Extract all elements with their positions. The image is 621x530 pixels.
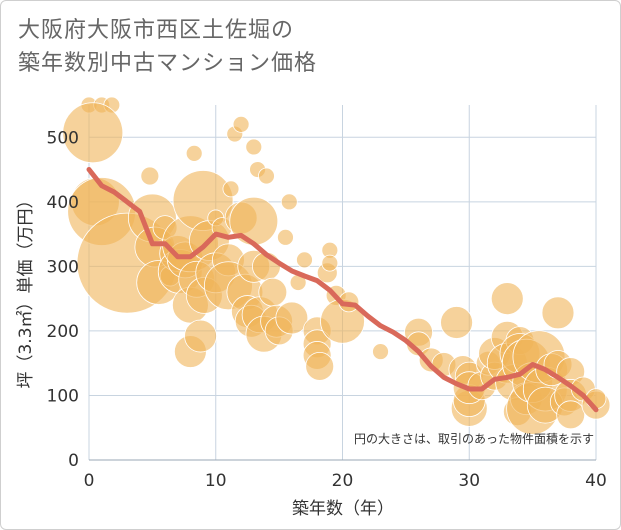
size-note: 円の大きさは、取引のあった物件面積を示す: [354, 431, 594, 446]
data-bubble: [245, 138, 263, 156]
y-tick-label: 200: [47, 322, 79, 342]
x-tick-label: 40: [585, 471, 607, 491]
data-bubble: [275, 301, 309, 335]
data-bubble: [305, 352, 335, 381]
data-bubble: [321, 254, 339, 272]
x-tick-label: 30: [458, 471, 480, 491]
data-bubble: [232, 115, 250, 133]
data-bubble: [556, 400, 586, 430]
data-bubble: [184, 319, 217, 353]
data-bubble: [280, 193, 298, 211]
x-tick-label: 20: [332, 471, 354, 491]
y-axis-label: 坪（3.3㎡）単価（万円）: [16, 191, 36, 388]
data-bubble: [222, 180, 240, 198]
data-bubble: [185, 145, 203, 162]
trend-line: [86, 167, 599, 413]
y-tick-label: 100: [47, 386, 79, 406]
data-bubble: [490, 282, 524, 316]
y-tick-label: 400: [47, 193, 79, 213]
data-bubble: [277, 228, 294, 246]
data-bubble: [258, 167, 275, 185]
y-tick-label: 300: [47, 257, 79, 277]
chart-title-line-2: 築年数別中古マンション価格: [18, 51, 318, 76]
data-bubble: [372, 343, 389, 360]
x-axis-label: 築年数（年）: [292, 499, 394, 519]
data-bubble: [258, 277, 288, 307]
data-bubble: [296, 251, 313, 269]
x-tick-label: 10: [205, 471, 227, 491]
axis-ticks: 0 100 200 300 400 500 0 10 20 30 40: [47, 128, 607, 491]
chart-title: 大阪府大阪市西区土佐堀の 築年数別中古マンション価格: [18, 14, 317, 80]
bubble-series: [62, 96, 611, 435]
y-tick-label: 0: [68, 451, 79, 471]
data-bubble: [541, 296, 575, 330]
x-tick-label: 0: [84, 471, 95, 491]
data-bubble: [140, 166, 160, 186]
y-tick-label: 500: [47, 128, 79, 148]
chart-title-line-1: 大阪府大阪市西区土佐堀の: [18, 18, 295, 43]
data-bubble: [440, 306, 473, 339]
data-bubble: [62, 102, 124, 164]
